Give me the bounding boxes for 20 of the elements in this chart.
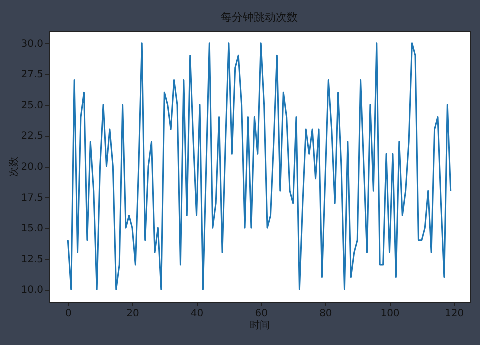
y-tick-label: 20.0 bbox=[21, 162, 44, 173]
y-tick-label: 30.0 bbox=[21, 38, 44, 50]
y-tick-label: 15.0 bbox=[21, 224, 44, 235]
y-tick-label: 17.5 bbox=[21, 192, 44, 204]
x-tick-label: 60 bbox=[255, 308, 268, 320]
y-tick-label: 10.0 bbox=[21, 285, 44, 296]
x-tick-label: 80 bbox=[320, 308, 332, 320]
x-axis-title: 时间 bbox=[250, 320, 270, 332]
chart-title: 每分钟跳动次数 bbox=[221, 11, 298, 24]
x-tick-label: 20 bbox=[126, 308, 140, 320]
y-tick-label: 25.0 bbox=[21, 100, 44, 112]
y-tick-label: 12.5 bbox=[21, 254, 44, 266]
x-tick-label: 40 bbox=[190, 308, 204, 320]
line-series bbox=[67, 42, 452, 290]
x-tick-label: 0 bbox=[65, 308, 72, 320]
y-tick-label: 27.5 bbox=[21, 70, 44, 81]
x-tick-label: 100 bbox=[380, 308, 400, 320]
y-axis-title: 次数 bbox=[9, 157, 20, 177]
y-tick-label: 22.5 bbox=[21, 131, 44, 142]
x-tick-label: 120 bbox=[445, 308, 464, 320]
